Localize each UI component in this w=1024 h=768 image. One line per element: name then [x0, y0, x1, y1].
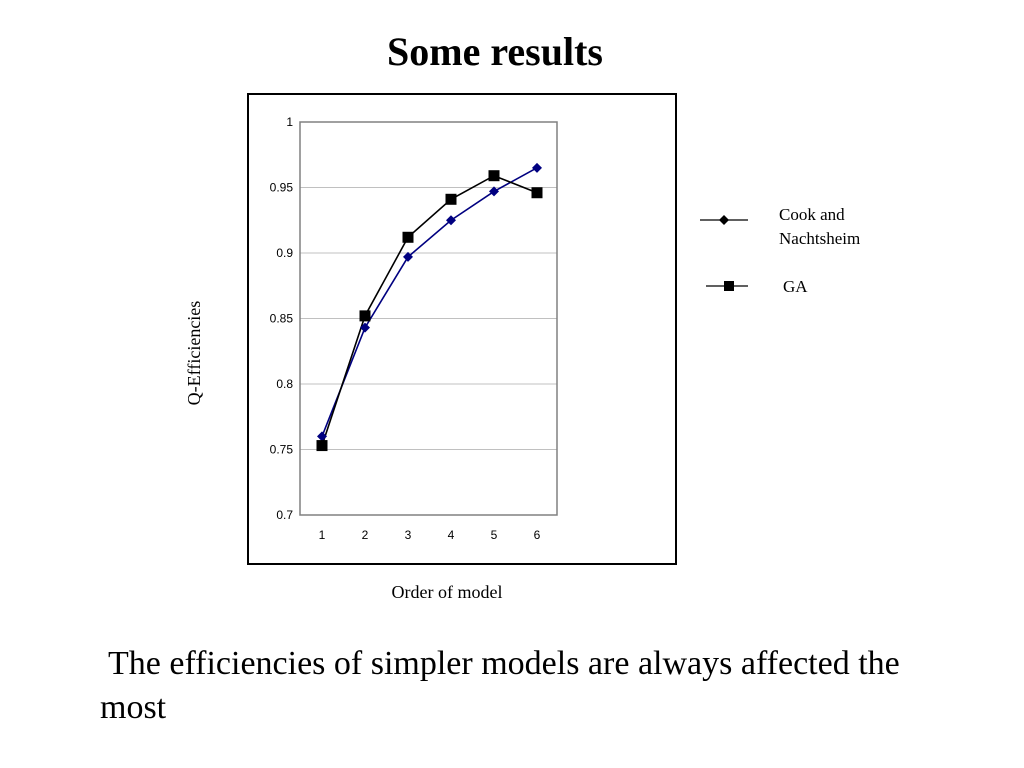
y-tick-label: 0.8 — [276, 377, 293, 391]
x-tick-label: 2 — [362, 528, 369, 542]
data-point-ga — [316, 440, 328, 452]
chart-outer-frame — [247, 93, 677, 565]
x-tick-label: 6 — [534, 528, 541, 542]
y-tick-label: 0.75 — [270, 443, 294, 457]
y-tick-label: 0.85 — [270, 312, 294, 326]
data-point-cook-nachtsheim — [489, 186, 499, 197]
data-point-ga — [359, 310, 371, 322]
legend: Cook and Nachtsheim GA — [700, 205, 860, 296]
legend-diamond-marker — [719, 215, 729, 225]
x-tick-label: 5 — [491, 528, 498, 542]
x-tick-label: 3 — [405, 528, 412, 542]
x-tick-label: 4 — [448, 528, 455, 542]
data-point-ga — [531, 187, 543, 199]
y-tick-label: 0.9 — [276, 246, 293, 260]
data-point-ga — [488, 170, 500, 182]
slide-caption: The efficiencies of simpler models are a… — [100, 645, 900, 726]
y-tick-label: 0.7 — [276, 508, 293, 522]
series-lines — [316, 162, 543, 452]
y-tick-label: 0.95 — [270, 181, 294, 195]
slide-title: Some results — [387, 29, 603, 74]
legend-label-cook-line1: Cook and — [779, 205, 845, 224]
x-axis-ticks: 1 2 3 4 5 6 — [319, 528, 541, 542]
x-tick-label: 1 — [319, 528, 326, 542]
data-point-cook-nachtsheim — [446, 215, 456, 226]
legend-label-ga: GA — [783, 277, 808, 296]
data-point-cook-nachtsheim — [317, 431, 327, 442]
data-point-ga — [445, 193, 457, 205]
data-point-cook-nachtsheim — [532, 162, 542, 173]
legend-square-marker — [724, 281, 734, 291]
data-point-cook-nachtsheim — [360, 322, 370, 333]
data-point-ga — [402, 231, 414, 243]
series-line-ga — [321, 174, 538, 446]
legend-label-cook-line2: Nachtsheim — [779, 229, 860, 248]
data-point-cook-nachtsheim — [403, 251, 413, 262]
y-tick-label: 1 — [286, 115, 293, 129]
y-axis-label: Q-Efficiencies — [184, 301, 204, 406]
plot-area-frame — [299, 121, 558, 516]
y-axis-ticks: 0.7 0.75 0.8 0.85 0.9 0.95 1 — [270, 115, 294, 522]
series-line-cook-nachtsheim — [321, 167, 538, 437]
x-axis-label: Order of model — [392, 582, 503, 602]
